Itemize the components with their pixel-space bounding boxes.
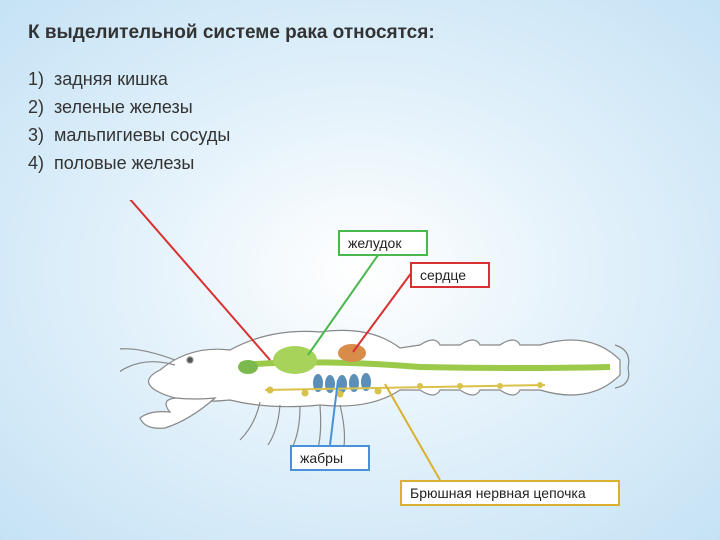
label-heart-text: сердце — [420, 267, 466, 283]
option-4: 4) половые железы — [28, 150, 692, 178]
label-heart: сердце — [410, 262, 490, 288]
option-3-num: 3) — [28, 122, 54, 150]
option-2: 2) зеленые железы — [28, 94, 692, 122]
option-4-text: половые железы — [54, 150, 194, 178]
label-gills-text: жабры — [300, 450, 343, 466]
option-1: 1) задняя кишка — [28, 66, 692, 94]
option-2-text: зеленые железы — [54, 94, 193, 122]
label-nerve-chain: Брюшная нервная цепочка — [400, 480, 620, 506]
crayfish-diagram: желудок сердце жабры Брюшная нервная цеп… — [110, 200, 670, 520]
option-1-text: задняя кишка — [54, 66, 168, 94]
option-2-num: 2) — [28, 94, 54, 122]
question-title: К выделительной системе рака относятся: — [28, 22, 692, 44]
option-3-text: мальпигиевы сосуды — [54, 122, 230, 150]
label-gills: жабры — [290, 445, 370, 471]
label-nerve-chain-text: Брюшная нервная цепочка — [410, 485, 586, 501]
label-stomach-text: желудок — [348, 235, 401, 251]
option-3: 3) мальпигиевы сосуды — [28, 122, 692, 150]
option-4-num: 4) — [28, 150, 54, 178]
option-1-num: 1) — [28, 66, 54, 94]
crayfish-illustration — [120, 290, 630, 460]
label-stomach: желудок — [338, 230, 428, 256]
answer-options-list: 1) задняя кишка 2) зеленые железы 3) мал… — [28, 66, 692, 178]
